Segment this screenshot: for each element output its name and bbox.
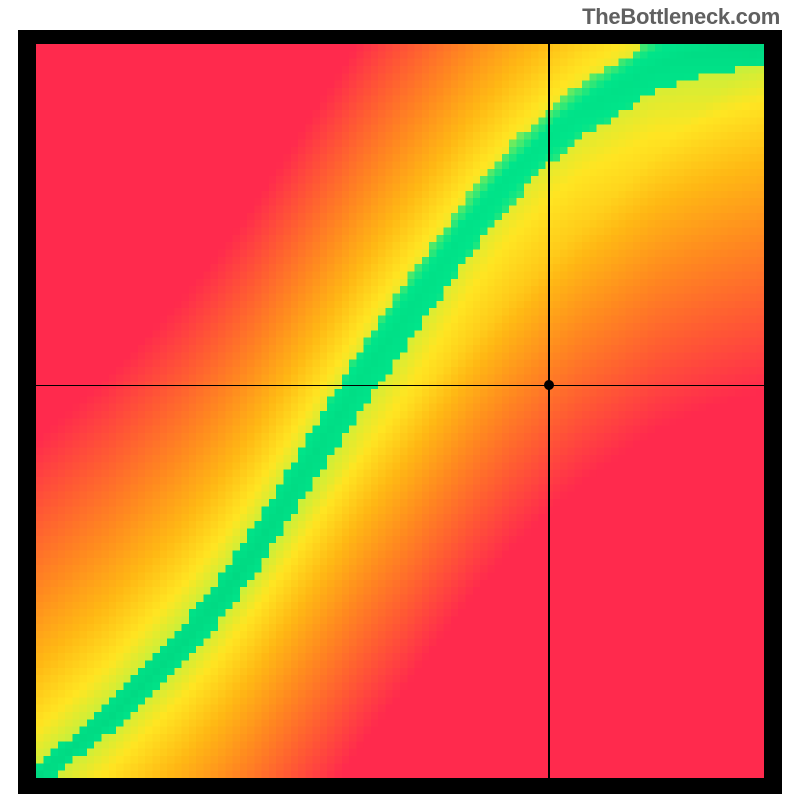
heatmap-canvas [36, 44, 764, 778]
watermark-text: TheBottleneck.com [582, 4, 780, 30]
crosshair-horizontal [36, 385, 764, 387]
plot-frame [18, 30, 782, 794]
chart-container: TheBottleneck.com [0, 0, 800, 800]
crosshair-vertical [548, 44, 550, 778]
crosshair-dot [544, 380, 554, 390]
plot-area [36, 44, 764, 778]
